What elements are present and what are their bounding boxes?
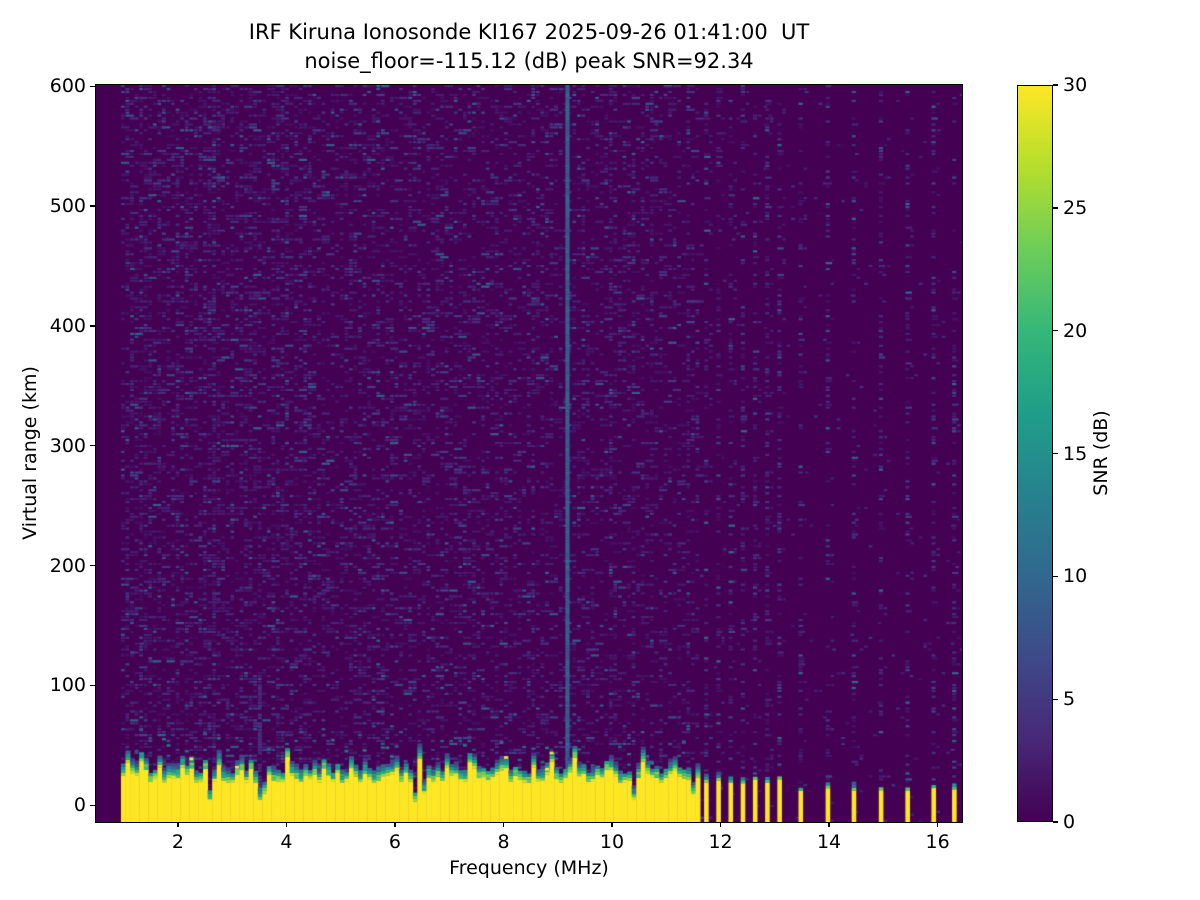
y-axis-label: Virtual range (km): [19, 366, 41, 540]
colorbar-tick-mark: [1053, 330, 1058, 332]
y-tick-mark: [90, 205, 95, 207]
x-tick-label: 16: [925, 831, 950, 853]
x-tick-mark: [285, 822, 288, 827]
x-tick-mark: [394, 822, 396, 827]
colorbar: [1017, 85, 1053, 822]
x-tick-mark: [936, 822, 939, 827]
x-tick-label: 6: [388, 831, 402, 853]
colorbar-tick-label: 20: [1063, 319, 1088, 342]
y-tick-mark: [90, 564, 95, 567]
colorbar-tick-label: 25: [1063, 196, 1088, 219]
x-tick-mark: [502, 822, 505, 827]
colorbar-tick-label: 10: [1063, 565, 1088, 588]
y-tick-label: 400: [49, 314, 86, 337]
colorbar-tick-label: 0: [1063, 811, 1076, 833]
x-axis-label: Frequency (MHz): [449, 857, 609, 879]
y-tick-label: 0: [73, 794, 86, 817]
x-tick-label: 12: [708, 831, 733, 853]
y-tick-mark: [90, 445, 95, 447]
ionogram-heatmap-canvas: [96, 85, 962, 822]
chart-subtitle: noise_floor=-115.12 (dB) peak SNR=92.34: [304, 49, 754, 73]
x-tick-label: 4: [280, 831, 293, 853]
colorbar-tick-mark: [1053, 821, 1058, 823]
y-tick-mark: [90, 325, 95, 327]
colorbar-tick-label: 5: [1063, 688, 1076, 711]
y-tick-mark: [90, 684, 95, 687]
colorbar-tick-mark: [1053, 84, 1058, 86]
x-tick-mark: [177, 822, 179, 827]
x-tick-label: 8: [497, 831, 510, 853]
chart-title: IRF Kiruna Ionosonde KI167 2025-09-26 01…: [248, 20, 810, 44]
x-tick-mark: [719, 822, 722, 827]
colorbar-tick-label: 30: [1063, 74, 1088, 96]
colorbar-gradient: [1018, 86, 1052, 821]
y-tick-mark: [90, 85, 95, 87]
y-tick-label: 200: [49, 554, 86, 577]
colorbar-tick-mark: [1053, 207, 1058, 209]
colorbar-tick-mark: [1053, 452, 1058, 455]
colorbar-tick-label: 15: [1063, 442, 1088, 465]
x-tick-label: 10: [599, 831, 625, 853]
y-tick-mark: [90, 804, 95, 806]
x-tick-mark: [828, 822, 830, 827]
x-tick-label: 2: [171, 831, 184, 853]
colorbar-label: SNR (dB): [1090, 410, 1112, 496]
x-tick-mark: [611, 822, 613, 827]
y-tick-label: 100: [49, 674, 86, 697]
y-tick-label: 300: [49, 434, 86, 457]
colorbar-tick-mark: [1053, 575, 1058, 578]
colorbar-tick-mark: [1053, 698, 1058, 700]
y-tick-label: 600: [49, 75, 86, 98]
y-tick-label: 500: [49, 195, 86, 218]
x-tick-label: 14: [816, 831, 842, 853]
